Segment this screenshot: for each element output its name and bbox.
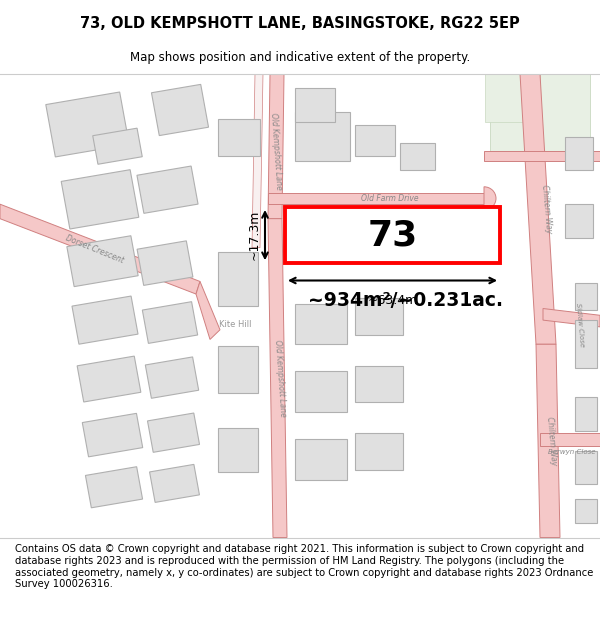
Polygon shape xyxy=(540,433,600,446)
Text: Chiltern Way: Chiltern Way xyxy=(545,416,559,466)
Polygon shape xyxy=(485,74,540,122)
Text: ~63.4m: ~63.4m xyxy=(367,294,418,307)
Bar xyxy=(218,119,260,156)
Polygon shape xyxy=(543,309,600,327)
Bar xyxy=(295,304,347,344)
Bar xyxy=(295,371,347,412)
Bar xyxy=(137,241,193,286)
Bar xyxy=(142,302,197,343)
Text: ~934m²/~0.231ac.: ~934m²/~0.231ac. xyxy=(308,291,503,310)
Bar xyxy=(575,398,597,431)
Bar xyxy=(565,204,593,238)
Polygon shape xyxy=(268,74,284,219)
Bar xyxy=(137,166,198,213)
Polygon shape xyxy=(536,344,560,538)
Bar xyxy=(575,451,597,484)
Text: Kite Hill: Kite Hill xyxy=(219,321,251,329)
Text: Dorset Crescent: Dorset Crescent xyxy=(65,234,125,266)
Bar xyxy=(575,499,597,523)
Bar xyxy=(218,346,258,392)
Polygon shape xyxy=(490,74,590,161)
Bar xyxy=(93,128,142,164)
Polygon shape xyxy=(252,74,263,248)
Bar xyxy=(218,253,258,306)
Bar xyxy=(67,236,138,287)
Text: Old Farm Drive: Old Farm Drive xyxy=(361,194,419,203)
Bar xyxy=(77,356,141,402)
Bar xyxy=(218,428,258,472)
Polygon shape xyxy=(520,74,556,344)
Text: Chiltern Way: Chiltern Way xyxy=(541,184,554,234)
Bar xyxy=(295,112,350,161)
Text: ~17.3m: ~17.3m xyxy=(248,210,261,260)
Text: Berwyn Close: Berwyn Close xyxy=(548,449,596,454)
Bar xyxy=(355,366,403,403)
Bar xyxy=(148,413,200,452)
Bar xyxy=(85,467,143,508)
Text: Sidlaw Close: Sidlaw Close xyxy=(575,302,585,348)
Bar xyxy=(46,92,129,157)
Polygon shape xyxy=(268,192,484,204)
Text: 73, OLD KEMPSHOTT LANE, BASINGSTOKE, RG22 5EP: 73, OLD KEMPSHOTT LANE, BASINGSTOKE, RG2… xyxy=(80,16,520,31)
Text: Contains OS data © Crown copyright and database right 2021. This information is : Contains OS data © Crown copyright and d… xyxy=(15,544,593,589)
Bar xyxy=(285,207,500,263)
Text: Old Kempshott Lane: Old Kempshott Lane xyxy=(269,112,283,190)
Polygon shape xyxy=(484,151,600,161)
Polygon shape xyxy=(0,204,200,294)
Text: Old Kempshott Lane: Old Kempshott Lane xyxy=(273,339,287,417)
Bar xyxy=(145,357,199,398)
Text: 73: 73 xyxy=(367,218,418,252)
Bar xyxy=(565,136,593,171)
Bar xyxy=(355,125,395,156)
Bar xyxy=(400,143,435,171)
Text: Map shows position and indicative extent of the property.: Map shows position and indicative extent… xyxy=(130,51,470,64)
Bar xyxy=(575,283,597,311)
Polygon shape xyxy=(196,281,220,339)
Bar xyxy=(355,298,403,334)
Bar xyxy=(149,464,199,503)
Polygon shape xyxy=(268,219,287,538)
Bar xyxy=(61,170,139,229)
Bar xyxy=(295,439,347,479)
Bar xyxy=(355,433,403,470)
Bar xyxy=(295,88,335,122)
Bar xyxy=(72,296,138,344)
Bar xyxy=(575,320,597,368)
Bar xyxy=(82,413,143,457)
Wedge shape xyxy=(484,187,496,210)
Bar xyxy=(151,84,209,136)
